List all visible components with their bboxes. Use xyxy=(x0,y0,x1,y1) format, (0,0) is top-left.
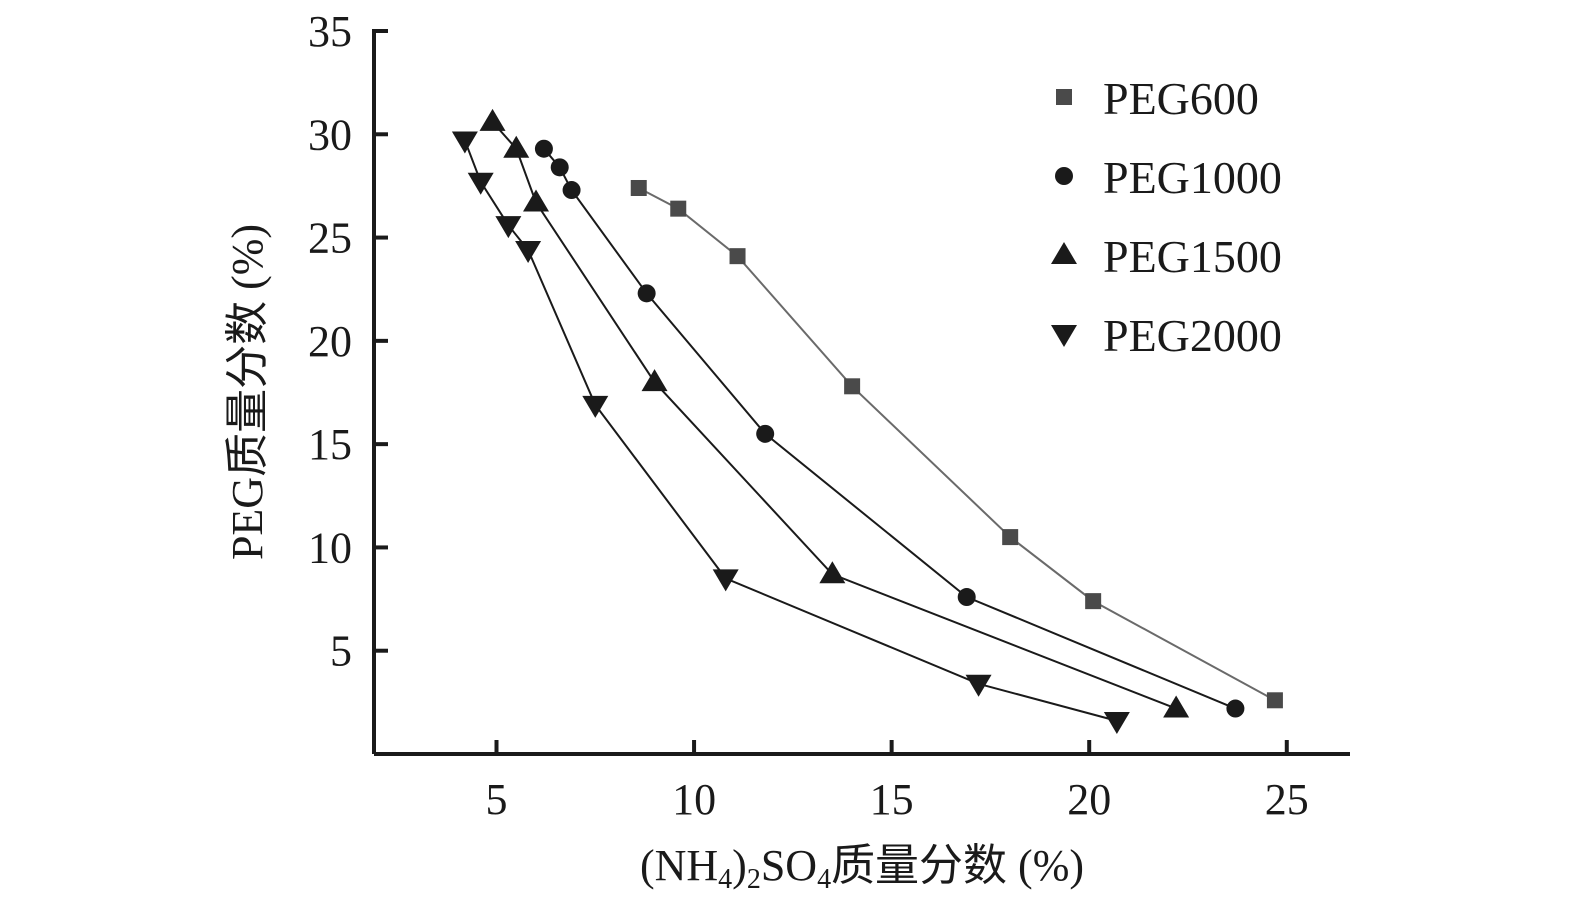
x-title-subscript: 4 xyxy=(817,864,831,895)
data-point-peg600 xyxy=(844,378,861,395)
y-tick-label: 35 xyxy=(308,7,352,56)
y-tick-label: 25 xyxy=(308,214,352,263)
y-axis-line xyxy=(372,29,386,754)
x-title-part: (NH xyxy=(640,841,718,890)
y-tick-label: 20 xyxy=(308,317,352,366)
data-point-peg600 xyxy=(1085,593,1102,610)
data-point-peg2000 xyxy=(712,569,739,592)
x-title-part: ) xyxy=(732,841,747,890)
legend-label: PEG1500 xyxy=(1103,231,1282,282)
y-axis-title: PEG质量分数 (%) xyxy=(223,224,272,560)
data-point-peg1000 xyxy=(562,181,581,200)
x-tick-label: 25 xyxy=(1265,775,1309,824)
data-point-peg2000 xyxy=(515,240,542,263)
x-tick-label: 15 xyxy=(870,775,914,824)
legend-marker-peg1500 xyxy=(1051,242,1077,264)
legend-label: PEG2000 xyxy=(1103,310,1282,361)
y-tick-label: 5 xyxy=(330,627,352,676)
x-title-subscript: 4 xyxy=(718,864,732,895)
legend: PEG600 PEG1000 PEG1500 PEG2000 xyxy=(1051,73,1282,361)
y-tick-label: 15 xyxy=(308,420,352,469)
legend-marker-peg1000 xyxy=(1055,167,1073,185)
data-point-peg1500 xyxy=(479,108,506,131)
series-markers xyxy=(451,108,1283,734)
axes xyxy=(372,29,1350,756)
data-point-peg1500 xyxy=(1163,695,1190,718)
data-point-peg1000 xyxy=(756,424,775,443)
data-point-peg2000 xyxy=(495,216,522,239)
y-tick-label: 10 xyxy=(308,523,352,572)
data-point-peg1500 xyxy=(523,189,550,212)
x-title-part: SO xyxy=(761,841,817,890)
series-line-peg2000 xyxy=(463,140,1118,722)
x-axis-title: (NH4)2SO4质量分数 (%) xyxy=(640,841,1084,895)
data-point-peg600 xyxy=(630,179,647,196)
legend-label: PEG600 xyxy=(1103,73,1259,124)
data-point-peg2000 xyxy=(1103,711,1130,734)
x-tick-label: 10 xyxy=(672,775,716,824)
data-point-peg600 xyxy=(1002,529,1019,546)
series-lines xyxy=(463,121,1276,722)
data-point-peg1000 xyxy=(637,284,656,303)
legend-marker-peg2000 xyxy=(1051,325,1077,347)
data-point-peg2000 xyxy=(965,674,992,697)
x-tick-label: 20 xyxy=(1067,775,1111,824)
data-point-peg600 xyxy=(1266,692,1283,709)
data-point-peg2000 xyxy=(582,395,609,418)
legend-label: PEG1000 xyxy=(1103,152,1282,203)
y-ticks: 5 10 15 20 25 30 35 xyxy=(308,7,388,676)
x-tick-label: 5 xyxy=(485,775,507,824)
data-point-peg1000 xyxy=(957,588,976,607)
data-point-peg600 xyxy=(670,200,687,217)
data-point-peg2000 xyxy=(451,131,478,154)
data-point-peg1000 xyxy=(550,158,569,177)
data-point-peg600 xyxy=(729,248,746,265)
x-ticks: 5 10 15 20 25 xyxy=(485,740,1309,824)
x-title-subscript: 2 xyxy=(747,864,761,895)
data-point-peg1500 xyxy=(641,369,668,392)
y-tick-label: 30 xyxy=(308,110,352,159)
data-point-peg1500 xyxy=(503,135,530,158)
legend-marker-peg600 xyxy=(1056,89,1072,105)
data-point-peg2000 xyxy=(467,172,494,195)
data-point-peg1000 xyxy=(1226,699,1245,718)
data-point-peg1000 xyxy=(534,139,553,158)
x-title-part: 质量分数 (%) xyxy=(831,841,1084,890)
data-point-peg1500 xyxy=(819,561,846,584)
